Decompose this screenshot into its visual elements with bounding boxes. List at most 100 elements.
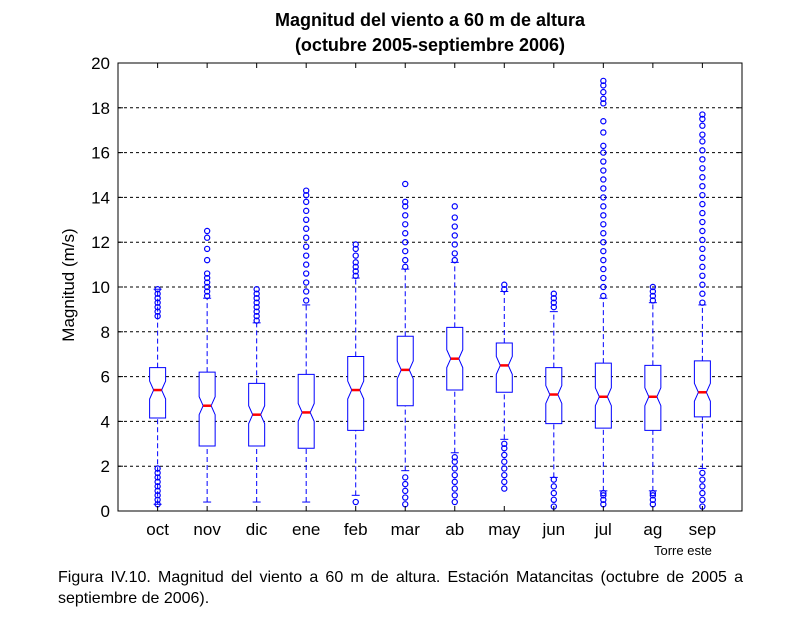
outlier-point: [699, 200, 706, 208]
outlier-point: [699, 272, 706, 279]
outlier-point: [501, 440, 508, 447]
grid-lines: [118, 107, 742, 467]
outlier-point: [203, 279, 211, 286]
outlier-point: [600, 118, 607, 125]
x-tick-label-ene: ene: [292, 520, 320, 539]
outlier-point: [600, 158, 607, 165]
outlier-point: [600, 203, 607, 210]
outlier-point: [699, 131, 706, 138]
outlier-point: [302, 252, 310, 259]
outlier-point: [501, 451, 508, 459]
x-tick-label-dic: dic: [246, 520, 268, 539]
outlier-point: [550, 476, 558, 483]
outlier-point: [402, 212, 409, 219]
box-series: [149, 77, 711, 510]
y-tick-label: 18: [91, 99, 110, 118]
outlier-point: [154, 295, 161, 302]
x-tick-label-jun: jun: [541, 520, 565, 539]
y-tick-label: 2: [101, 457, 110, 476]
box-oct: [149, 286, 167, 508]
outlier-point: [154, 312, 161, 320]
y-tick-label: 12: [91, 233, 110, 252]
outlier-point: [451, 203, 458, 210]
outlier-point: [154, 286, 161, 293]
outlier-point: [600, 221, 607, 228]
outlier-point: [600, 489, 607, 497]
outlier-point: [699, 122, 706, 129]
outlier-point: [699, 236, 706, 244]
outlier-point: [649, 492, 657, 499]
outlier-point: [550, 483, 558, 490]
outlier-point: [203, 245, 211, 253]
outlier-point: [352, 241, 359, 248]
outlier-point: [203, 227, 211, 235]
outlier-point: [253, 290, 260, 297]
outlier-point: [451, 471, 458, 479]
outlier-point: [302, 297, 310, 304]
outlier-point: [302, 234, 310, 241]
outlier-point: [203, 274, 211, 282]
outlier-point: [302, 216, 310, 223]
outlier-point: [253, 286, 260, 293]
box-body: [198, 371, 216, 447]
outlier-point: [302, 270, 310, 277]
outlier-point: [451, 223, 458, 230]
x-tick-label-may: may: [488, 520, 521, 539]
outlier-point: [649, 288, 657, 295]
outlier-point: [699, 299, 706, 306]
box-mar: [396, 180, 414, 508]
x-tick-label-ag: ag: [643, 520, 662, 539]
outlier-point: [550, 290, 558, 297]
box-body: [495, 342, 513, 393]
outlier-point: [352, 263, 359, 271]
outlier-point: [203, 283, 211, 291]
outlier-point: [154, 465, 161, 472]
outlier-point: [302, 225, 310, 232]
outlier-point: [649, 496, 657, 503]
outlier-point: [699, 227, 706, 235]
box-dic: [248, 286, 266, 503]
outlier-point: [352, 245, 359, 253]
outlier-point: [451, 498, 458, 506]
outlier-point: [302, 288, 310, 295]
outlier-point: [699, 496, 706, 503]
outlier-point: [600, 238, 607, 246]
x-tick-label-mar: mar: [391, 520, 421, 539]
outlier-point: [253, 303, 260, 311]
outlier-point: [699, 209, 706, 217]
box-may: [495, 281, 513, 492]
box-jul: [594, 77, 612, 508]
box-ag: [644, 283, 662, 508]
outlier-point: [699, 290, 706, 297]
y-tick-label: 16: [91, 144, 110, 163]
box-ab: [446, 203, 464, 506]
x-tick-label-feb: feb: [344, 520, 368, 539]
outlier-point: [600, 95, 607, 103]
outlier-point: [600, 230, 607, 237]
outlier-point: [600, 88, 607, 96]
outlier-point: [302, 191, 310, 199]
outlier-point: [451, 241, 458, 248]
outlier-point: [402, 247, 409, 255]
outlier-point: [154, 487, 161, 495]
outlier-point: [699, 174, 706, 181]
outlier-point: [352, 272, 359, 279]
outlier-point: [501, 286, 508, 293]
outlier-point: [600, 247, 607, 255]
outlier-point: [501, 281, 508, 288]
outlier-point: [600, 496, 607, 503]
outlier-point: [501, 485, 508, 492]
outlier-point: [501, 471, 508, 479]
outlier-point: [699, 245, 706, 253]
outlier-point: [699, 476, 706, 483]
outlier-point: [402, 203, 409, 210]
x-tick-label-oct: oct: [146, 520, 169, 539]
outlier-point: [154, 478, 161, 486]
box-sep: [693, 111, 711, 510]
outlier-point: [154, 299, 161, 306]
outlier-point: [302, 207, 310, 215]
outlier-point: [550, 303, 558, 311]
y-tick-label: 14: [91, 188, 110, 207]
outlier-point: [699, 111, 706, 118]
